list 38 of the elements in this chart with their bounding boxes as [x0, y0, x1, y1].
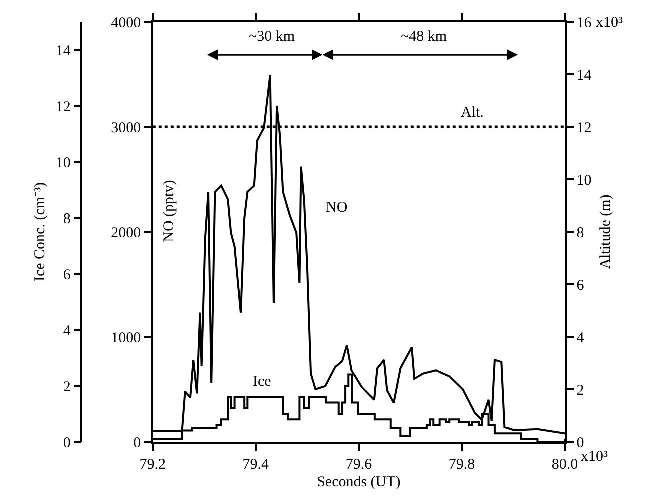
y-tick-label: 4000	[111, 15, 142, 32]
y2-tick-label: 10	[56, 155, 71, 172]
y2-tick-label: 14	[56, 43, 72, 60]
y3-tick-label: 8	[576, 225, 584, 242]
y3-axis-title: Altitude (m)	[598, 194, 614, 270]
y3-tick-label: 6	[576, 278, 585, 294]
y-tick-label: 1000	[111, 330, 142, 346]
y3-tick-label: 12	[576, 120, 592, 136]
y3-tick-label: 14	[576, 68, 592, 84]
y3-tick-label: 0	[576, 435, 584, 452]
x-tick-label: 80.0	[552, 456, 578, 473]
x-tick-label: 79.2	[140, 456, 166, 473]
y2-axis-title: Ice Conc. (cm⁻³)	[32, 182, 49, 282]
y2-tick-label: 4	[63, 323, 72, 340]
y2-tick-label: 12	[56, 99, 71, 116]
x-axis-title: Seconds (UT)	[317, 474, 401, 490]
y3-tick-label: 16	[576, 15, 592, 32]
y3-tick-label: 2	[576, 382, 584, 399]
text: x10³	[596, 15, 624, 31]
y-tick-label: 3000	[111, 120, 142, 136]
y2-tick-label: 0	[63, 435, 71, 452]
annotation: Ice	[253, 374, 272, 390]
annotation: NO	[326, 200, 348, 216]
annotation: ~48 km	[401, 29, 448, 45]
y-axis-title: NO (pptv)	[161, 180, 178, 242]
x-tick-label: 79.8	[448, 456, 476, 473]
y3-tick-label: 4	[576, 330, 585, 346]
y2-tick-label: 6	[63, 267, 72, 284]
text: x10³	[581, 449, 608, 465]
x-tick-label: 79.4	[242, 456, 270, 473]
annotation: Alt.	[461, 105, 484, 121]
x-tick-label: 79.6	[346, 456, 373, 473]
y3-tick-label: 10	[576, 172, 592, 189]
y2-tick-label: 8	[63, 211, 71, 228]
y2-tick-label: 2	[63, 379, 71, 396]
y-tick-label: 0	[134, 435, 142, 452]
annotation: ~30 km	[249, 29, 296, 45]
y-tick-label: 2000	[111, 225, 142, 242]
